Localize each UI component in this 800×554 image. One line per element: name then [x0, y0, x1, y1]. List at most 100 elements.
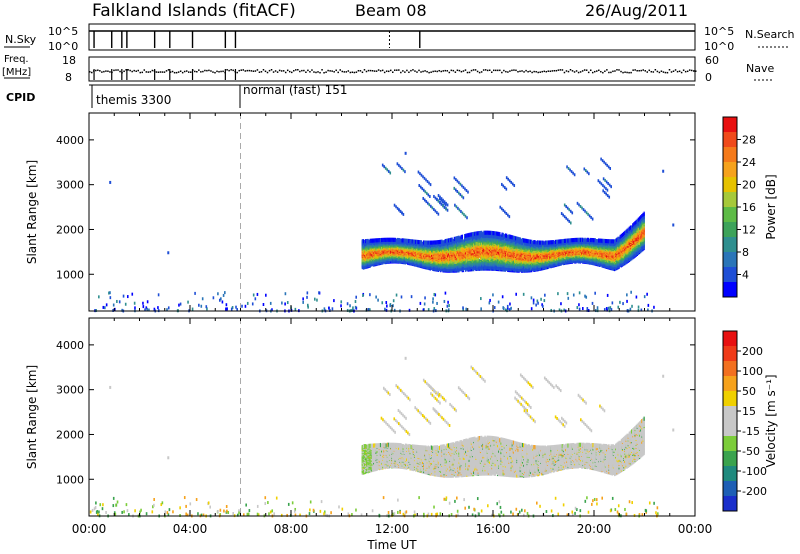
freq-point	[680, 71, 683, 74]
echo-cell	[591, 301, 594, 305]
freq-point	[452, 69, 455, 72]
echo-cell	[375, 238, 377, 243]
freq-point	[692, 70, 695, 72]
freq-point	[119, 70, 121, 73]
echo-cell	[112, 308, 114, 312]
freq-point	[373, 70, 376, 72]
echo-cell	[477, 237, 479, 242]
freq-point	[618, 69, 620, 71]
freq-point	[567, 70, 570, 73]
echo-cell	[643, 295, 646, 299]
echo-cell	[479, 230, 482, 236]
echo-cell	[475, 231, 477, 236]
echo-cell	[230, 307, 233, 311]
echo-cell	[385, 308, 388, 312]
echo-cell	[355, 295, 358, 299]
freq-point	[327, 69, 329, 72]
echo-cell	[246, 301, 249, 305]
echo-cell	[167, 251, 170, 255]
freq-point	[337, 71, 339, 74]
freq-point	[442, 70, 444, 72]
echo-cell	[411, 239, 413, 244]
freq-point	[486, 69, 489, 72]
echo-cell	[388, 237, 391, 242]
echo-cell	[424, 296, 426, 300]
freq-point	[555, 69, 558, 72]
echo-cell	[492, 256, 494, 262]
echo-cell	[492, 246, 494, 251]
echo-cell	[504, 233, 507, 238]
echo-cell	[340, 300, 343, 304]
echo-cell	[134, 306, 136, 310]
echo-cell	[395, 238, 398, 243]
echo-cell	[480, 307, 482, 311]
echo-cell	[408, 308, 411, 312]
echo-cell	[447, 300, 449, 304]
nsky-top-tick: 10^5	[48, 25, 78, 38]
echo-cell	[582, 307, 584, 311]
echo-cell	[550, 308, 553, 312]
echo-cell	[560, 302, 562, 306]
echo-cell	[496, 239, 499, 244]
freq-point	[305, 71, 307, 74]
echo-cell	[535, 303, 537, 307]
echo-cell	[454, 243, 457, 248]
freq-point	[412, 69, 414, 71]
echo-cell	[284, 292, 287, 296]
echo-cell	[102, 305, 105, 309]
echo-cell	[510, 258, 512, 263]
freq-point	[143, 69, 146, 71]
echo-cell	[490, 255, 492, 260]
echo-cell	[515, 236, 517, 241]
freq-point	[420, 71, 422, 73]
freq-point	[622, 71, 624, 74]
echo-cell	[478, 249, 481, 254]
freq-point	[414, 70, 416, 72]
freq-point	[541, 70, 543, 73]
echo-cell	[396, 237, 399, 243]
echo-cell	[491, 252, 493, 257]
echo-cell	[498, 247, 500, 253]
echo-cell	[491, 260, 493, 265]
echo-cell	[482, 252, 484, 257]
freq-point	[458, 69, 461, 72]
echo-cell	[523, 238, 525, 243]
freq-point	[387, 70, 390, 73]
freq-point	[517, 70, 519, 73]
echo-cell	[302, 300, 304, 304]
freq-point	[216, 70, 218, 73]
echo-cell	[483, 230, 485, 235]
freq-point	[157, 71, 160, 73]
echo-cell	[225, 307, 227, 311]
freq-point	[139, 71, 141, 74]
freq-point	[644, 70, 646, 72]
echo-cell	[191, 307, 194, 311]
freq-point	[343, 71, 346, 73]
freq-point	[535, 70, 537, 73]
freq-point	[99, 70, 101, 72]
freq-point	[155, 71, 158, 73]
echo-cell	[262, 302, 265, 306]
freq-point	[646, 71, 649, 73]
echo-cell	[377, 298, 379, 302]
freq-point	[446, 70, 449, 72]
echo-cell	[352, 306, 354, 310]
freq-strip-frame	[88, 56, 696, 82]
freq-point	[222, 70, 224, 73]
echo-cell	[194, 291, 196, 295]
echo-cell	[470, 236, 473, 241]
freq-point	[214, 71, 216, 74]
echo-cell	[391, 237, 393, 242]
freq-point	[654, 69, 657, 71]
freq-point	[672, 70, 675, 72]
echo-cell	[368, 308, 370, 312]
echo-cell	[436, 240, 438, 245]
echo-cell	[346, 302, 349, 306]
echo-cell	[490, 260, 492, 265]
echo-cell	[501, 258, 503, 264]
freq-point	[291, 71, 293, 74]
echo-cell	[635, 295, 638, 299]
echo-cell	[501, 266, 503, 271]
freq-point	[662, 71, 665, 73]
echo-cell	[167, 306, 170, 310]
